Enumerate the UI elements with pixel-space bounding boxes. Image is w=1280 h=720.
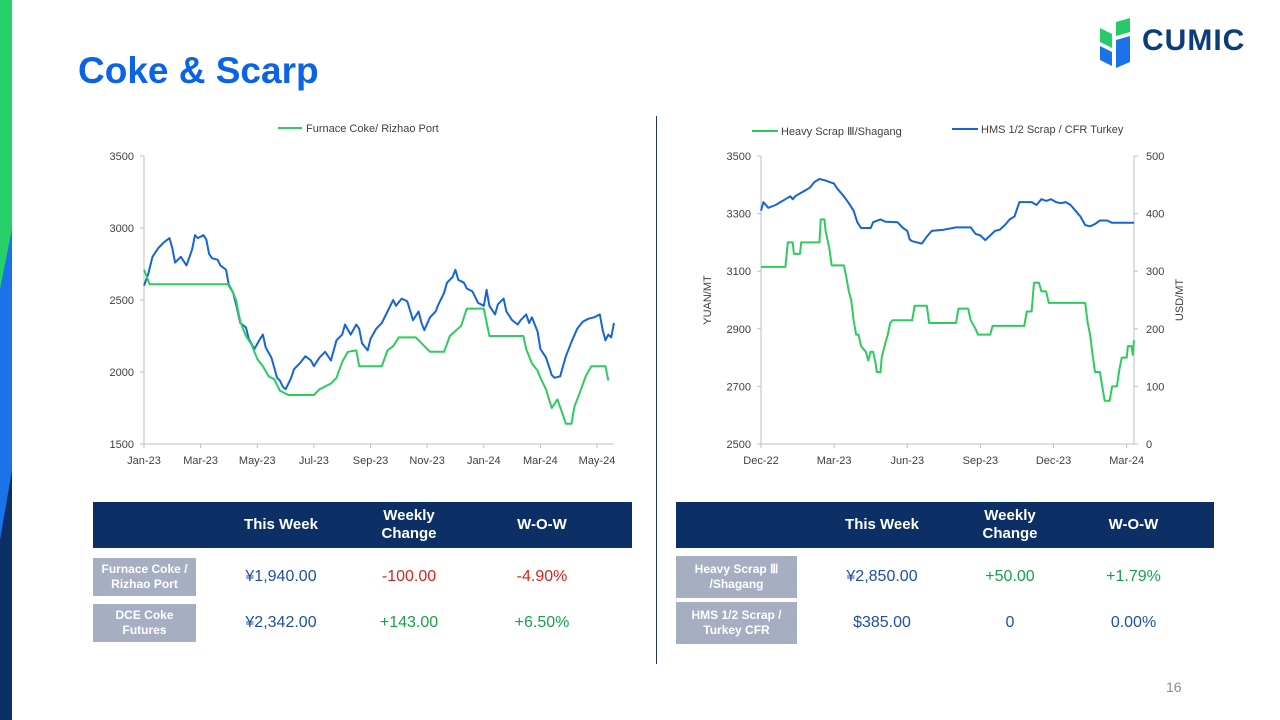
y-tick-label: 2700 — [727, 381, 751, 393]
weekly-change-value: 0 — [1005, 614, 1015, 631]
x-tick-label: Jun-23 — [890, 455, 924, 467]
series-line-heavy-scrap-shagang — [761, 218, 1135, 402]
y-tick-label: 2500 — [727, 439, 751, 451]
table-row: Heavy Scrap Ⅲ /Shagang ¥2,850.00 +50.00 … — [676, 554, 1214, 600]
x-tick-label: Sep-23 — [963, 455, 998, 467]
y2-tick-label: 300 — [1146, 266, 1164, 278]
this-week-value: ¥2,342.00 — [245, 614, 317, 631]
table-row: DCE Coke Futures ¥2,342.00 +143.00 +6.50… — [93, 600, 632, 646]
table-row: HMS 1/2 Scrap / Turkey CFR $385.00 0 0.0… — [676, 600, 1214, 646]
x-tick-label: Jul-23 — [299, 455, 329, 467]
table-row: Furnace Coke / Rizhao Port ¥1,940.00 -10… — [93, 554, 632, 600]
col-wow: W-O-W — [1053, 502, 1214, 548]
col-weekly-change: Weekly Change — [967, 502, 1053, 548]
y-tick-label: 3100 — [727, 266, 751, 278]
table-corner — [676, 502, 797, 548]
page-number: 16 — [1166, 679, 1182, 695]
furnace-coke-chart: Furnace Coke/ Rizhao Port 3500 3000 2500 20… — [110, 123, 616, 467]
y-tick-label: 2000 — [110, 367, 134, 379]
coke-price-table: This Week Weekly Change W-O-W Furnace Co… — [93, 502, 632, 646]
chart2-ylabel-left: YUAN/MT — [702, 275, 714, 325]
edge-stripe-decoration — [0, 0, 12, 720]
x-tick-label: May-23 — [239, 455, 276, 467]
cumic-logo-icon — [1100, 18, 1130, 68]
weekly-change-value: -100.00 — [381, 568, 437, 585]
legend-label-hms-scrap: HMS 1/2 Scrap / CFR Turkey — [981, 124, 1124, 136]
x-tick-label: May-24 — [579, 455, 616, 467]
row-label: Heavy Scrap Ⅲ /Shagang — [676, 556, 797, 598]
chart2-legend: Heavy Scrap Ⅲ/Shagang HMS 1/2 Scrap / CF… — [752, 124, 1124, 138]
col-this-week: This Week — [797, 502, 967, 548]
scrap-chart: Heavy Scrap Ⅲ/Shagang HMS 1/2 Scrap / CF… — [702, 124, 1186, 467]
weekly-change-value: +50.00 — [985, 568, 1035, 585]
y2-tick-label: 500 — [1146, 151, 1164, 163]
cumic-logo: CUMIC — [1094, 18, 1260, 72]
weekly-change-value: +143.00 — [379, 614, 439, 631]
x-tick-label: Sep-23 — [353, 455, 388, 467]
x-tick-label: Mar-23 — [183, 455, 218, 467]
page-title: Coke & Scarp — [78, 50, 319, 91]
x-tick-label: Jan-23 — [127, 455, 161, 467]
x-tick-label: Jan-24 — [467, 455, 501, 467]
legend-label-heavy-scrap: Heavy Scrap Ⅲ/Shagang — [781, 126, 902, 138]
series-line-hms-1-2-scrap-cfr-turkey — [760, 178, 1134, 245]
y-tick-label: 3300 — [727, 209, 751, 221]
row-label: Furnace Coke / Rizhao Port — [93, 558, 196, 596]
scrap-price-table: This Week Weekly Change W-O-W Heavy Scra… — [676, 502, 1214, 646]
col-this-week: This Week — [196, 502, 366, 548]
wow-value: -4.90% — [516, 568, 568, 585]
chart2-ylabel-right: USD/MT — [1174, 279, 1186, 321]
x-tick-label: Mar-24 — [523, 455, 558, 467]
y2-tick-label: 200 — [1146, 324, 1164, 336]
y-tick-label: 2500 — [110, 295, 134, 307]
y-tick-label: 2900 — [727, 324, 751, 336]
y2-tick-label: 400 — [1146, 209, 1164, 221]
this-week-value: ¥1,940.00 — [245, 568, 317, 585]
table-corner — [93, 502, 196, 548]
x-tick-label: Dec-22 — [743, 455, 778, 467]
logo-wordmark: CUMIC — [1142, 24, 1246, 57]
chart1-legend: Furnace Coke/ Rizhao Port — [278, 123, 439, 135]
x-tick-label: Dec-23 — [1036, 455, 1071, 467]
this-week-value: ¥2,850.00 — [846, 568, 918, 585]
row-label: HMS 1/2 Scrap / Turkey CFR — [676, 602, 797, 644]
series-line-furnace-coke-rizhao-port — [143, 269, 610, 425]
y-tick-label: 1500 — [110, 439, 134, 451]
y2-tick-label: 100 — [1146, 381, 1164, 393]
col-wow: W-O-W — [452, 502, 632, 548]
y-tick-label: 3500 — [727, 151, 751, 163]
this-week-value: $385.00 — [853, 614, 911, 631]
col-weekly-change: Weekly Change — [366, 502, 452, 548]
series-line-dce-coke-futures — [143, 234, 615, 391]
wow-value: +1.79% — [1106, 568, 1161, 585]
x-tick-label: Mar-24 — [1109, 455, 1144, 467]
y-tick-label: 3500 — [110, 151, 134, 163]
wow-value: 0.00% — [1110, 614, 1157, 631]
x-tick-label: Nov-23 — [409, 455, 444, 467]
row-label: DCE Coke Futures — [93, 604, 196, 642]
legend-label-furnace-coke: Furnace Coke/ Rizhao Port — [306, 123, 439, 135]
y2-tick-label: 0 — [1146, 439, 1152, 451]
wow-value: +6.50% — [514, 614, 570, 631]
column-divider — [656, 116, 657, 664]
y-tick-label: 3000 — [110, 223, 134, 235]
x-tick-label: Mar-23 — [817, 455, 852, 467]
